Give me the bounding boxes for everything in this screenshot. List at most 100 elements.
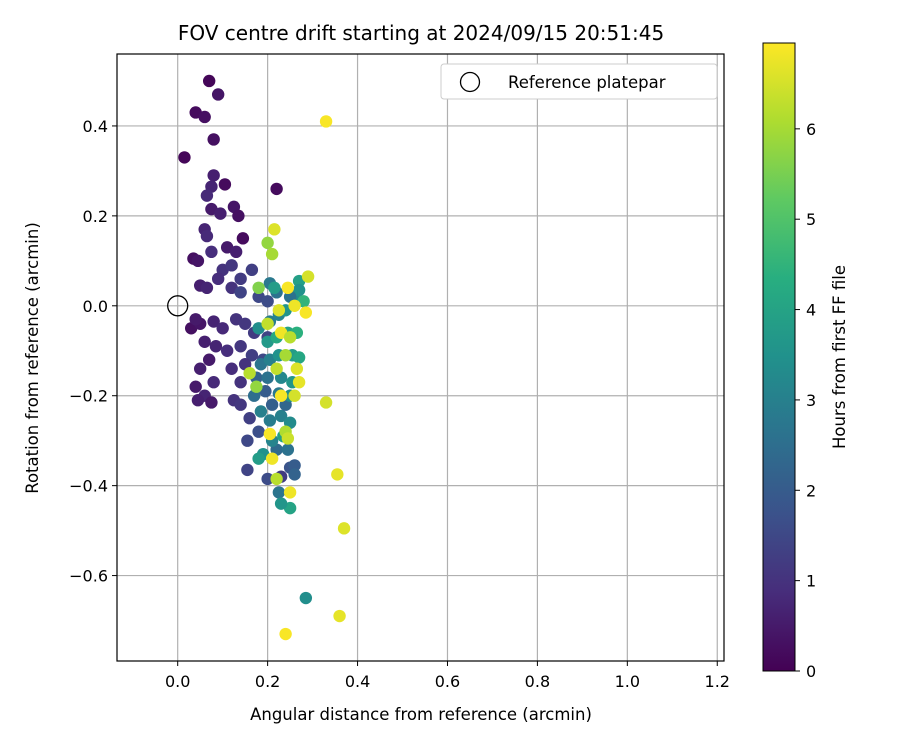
- scatter-point: [274, 389, 288, 402]
- scatter-point: [263, 414, 277, 427]
- scatter-point: [234, 286, 247, 299]
- scatter-point: [241, 463, 254, 477]
- colorbar-tick-label: 1: [806, 572, 816, 591]
- scatter-point: [281, 432, 295, 445]
- scatter-point: [337, 522, 351, 535]
- scatter-point: [207, 169, 220, 182]
- legend: Reference platepar: [440, 63, 718, 100]
- scatter-point: [207, 315, 220, 328]
- scatter-point: [202, 353, 216, 366]
- scatter-point: [265, 398, 279, 411]
- colorbar-tick-label: 0: [806, 662, 816, 681]
- scatter-point: [288, 299, 301, 312]
- scatter-point: [283, 486, 297, 499]
- scatter-point: [216, 322, 229, 335]
- scatter-point: [292, 283, 306, 297]
- scatter-point: [263, 427, 277, 441]
- scatter-point: [207, 376, 220, 389]
- scatter-point: [245, 349, 259, 362]
- x-tick-label: 0.0: [165, 672, 190, 691]
- scatter-point: [236, 232, 250, 245]
- x-tick-label: 1.2: [705, 672, 730, 691]
- scatter-point: [283, 331, 297, 344]
- scatter-point: [331, 468, 344, 481]
- scatter-point: [272, 486, 286, 499]
- scatter-point: [205, 396, 218, 409]
- colorbar-gradient: [762, 42, 796, 672]
- colorbar-tick-label: 2: [806, 481, 816, 500]
- scatter-point: [191, 394, 205, 407]
- scatter-point: [279, 627, 292, 641]
- scatter-point: [274, 409, 288, 423]
- scatter-point: [193, 362, 207, 375]
- scatter-point: [261, 317, 274, 330]
- scatter-point: [200, 281, 214, 295]
- scatter-point: [254, 405, 268, 418]
- x-axis-label: Angular distance from reference (arcmin): [250, 705, 592, 724]
- legend-marker-reference: [459, 71, 481, 93]
- colorbar-ticks: 0 1 2 3 4 5 6: [795, 120, 816, 681]
- scatter-point: [234, 272, 247, 286]
- scatter-point: [189, 380, 202, 393]
- reference-platepar-marker: [167, 295, 189, 317]
- scatter-point: [229, 245, 243, 259]
- colorbar: 0 1 2 3 4 5 6 Hours from first FF file: [762, 42, 849, 681]
- colorbar-tick-label: 6: [806, 120, 816, 139]
- scatter-point: [241, 434, 254, 447]
- scatter-point: [333, 609, 346, 623]
- legend-box: [440, 63, 718, 100]
- scatter-point: [319, 115, 333, 128]
- x-tick-label: 0.4: [345, 672, 370, 691]
- scatter-point: [270, 362, 283, 375]
- y-tick-label: 0.4: [83, 117, 108, 136]
- scatter-point: [268, 281, 281, 295]
- scatter-point: [234, 340, 247, 353]
- scatter-point: [214, 207, 227, 220]
- scatter-point: [218, 178, 232, 191]
- x-tick-label: 0.6: [435, 672, 460, 691]
- scatter-point: [200, 189, 214, 202]
- scatter-point: [225, 362, 238, 375]
- scatter-point: [250, 380, 263, 393]
- scatter-point: [198, 335, 211, 348]
- scatter-point: [200, 229, 214, 243]
- y-axis-ticks: 0.4 0.2 0.0 −0.2 −0.4 −0.6: [69, 117, 117, 586]
- scatter-point: [299, 306, 313, 319]
- colorbar-label: Hours from first FF file: [830, 265, 849, 449]
- scatter-point: [238, 317, 252, 330]
- colorbar-tick-label: 3: [806, 391, 816, 410]
- scatter-point: [191, 254, 205, 268]
- scatter-point: [234, 398, 247, 411]
- legend-label-reference: Reference platepar: [508, 73, 666, 92]
- scatter-point: [178, 151, 191, 164]
- scatter-point: [270, 182, 283, 196]
- colorbar-tick-label: 5: [806, 210, 816, 229]
- y-tick-label: 0.2: [83, 207, 108, 226]
- scatter-point: [225, 259, 238, 272]
- scatter-point: [265, 247, 279, 261]
- x-tick-label: 0.2: [255, 672, 280, 691]
- scatter-point: [252, 452, 265, 465]
- scatter-point: [268, 223, 281, 236]
- scatter-point: [301, 270, 315, 283]
- scatter-point: [261, 295, 274, 308]
- scatter-point: [207, 133, 220, 146]
- x-tick-label: 0.8: [525, 672, 550, 691]
- scatter-point: [261, 236, 274, 250]
- scatter-point: [292, 376, 306, 389]
- scatter-point: [234, 376, 247, 389]
- scatter-point: [281, 281, 295, 295]
- scatter-point: [243, 367, 256, 380]
- y-tick-label: 0.0: [83, 297, 108, 316]
- y-tick-label: −0.4: [69, 477, 108, 496]
- scatter-point: [319, 396, 333, 409]
- scatter-point: [290, 362, 304, 375]
- scatter-point: [211, 88, 225, 101]
- scatter-point: [261, 472, 274, 486]
- y-axis-label: Rotation from reference (arcmin): [23, 222, 42, 494]
- data-points: [167, 74, 351, 641]
- scatter-point: [211, 272, 225, 286]
- scatter-point: [232, 209, 245, 223]
